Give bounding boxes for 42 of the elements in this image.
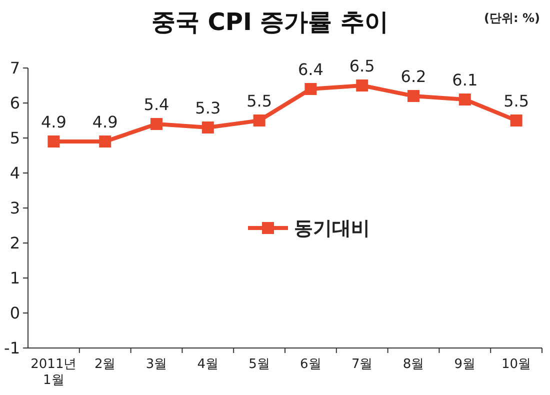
y-tick-label: 4 <box>10 164 20 183</box>
point <box>150 118 162 130</box>
point <box>510 114 522 126</box>
point <box>202 122 214 134</box>
point <box>408 90 420 102</box>
text: (단위: %) <box>484 11 540 25</box>
x-tick-label: 8월 <box>402 357 424 372</box>
point <box>458 94 471 106</box>
x-tick-label: 3월 <box>146 357 168 372</box>
x-tick-label: 7월 <box>351 357 373 372</box>
x-tick-label: 4월 <box>197 357 219 372</box>
y-tick-label: 7 <box>10 58 20 78</box>
x-tick-label: 2011년 1월 <box>30 357 77 388</box>
point <box>304 83 317 95</box>
data-label: 5.3 <box>195 98 221 118</box>
data-label: 4.9 <box>40 112 66 132</box>
y-tick-label: 1 <box>10 268 20 288</box>
y-tick-label: 0 <box>10 304 20 323</box>
point <box>99 136 112 148</box>
chart-title: 중국 CPI 증가률 추이 <box>151 8 389 36</box>
data-label: 6.5 <box>349 56 375 76</box>
data-label: 6.4 <box>298 60 324 79</box>
data-label: 5.5 <box>246 92 272 110</box>
x-tick-label: 9월 <box>454 357 476 372</box>
y-tick-label: 3 <box>10 198 20 218</box>
data-label: 6.1 <box>452 70 478 90</box>
y-tick-label: -1 <box>4 338 20 358</box>
point <box>356 80 368 92</box>
data-label: 5.4 <box>144 95 170 114</box>
x-tick-label: 10월 <box>502 357 532 372</box>
y-tick-label: 6 <box>10 94 20 113</box>
point <box>253 114 266 126</box>
point <box>48 136 60 148</box>
data-label: 4.9 <box>92 112 118 132</box>
data-label: 5.5 <box>504 92 530 110</box>
y-tick-label: 2 <box>10 234 20 253</box>
x-tick-label: 2월 <box>94 357 116 372</box>
data-label: 6.2 <box>400 67 426 86</box>
x-tick-label: 6월 <box>300 357 322 372</box>
legend-label: 동기대비 <box>294 218 370 240</box>
x-tick-label: 5월 <box>248 357 270 372</box>
y-tick-label: 5 <box>10 128 20 148</box>
